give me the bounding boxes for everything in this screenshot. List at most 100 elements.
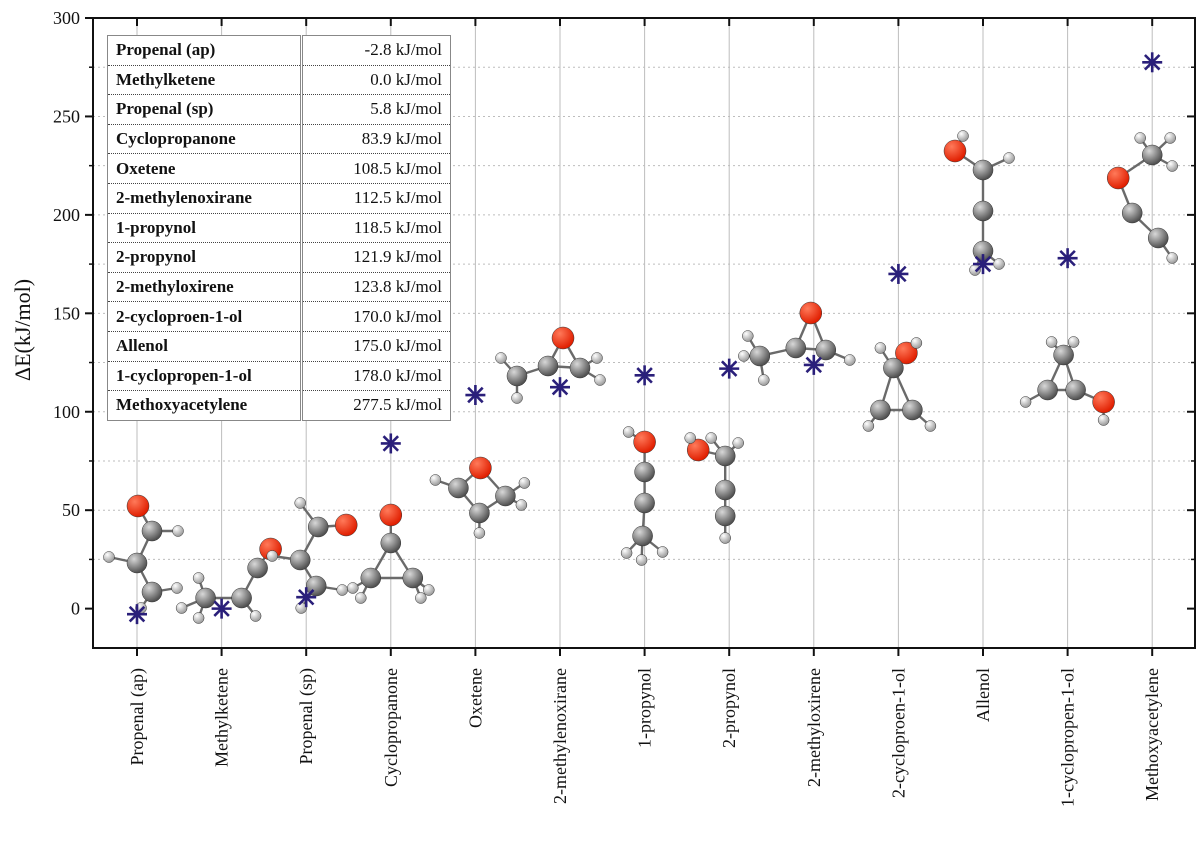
y-tick-label: 100	[53, 402, 80, 422]
molecule	[620, 426, 669, 566]
carbon-atom	[883, 357, 904, 379]
data-point	[211, 598, 232, 619]
x-category-label: Methoxyacetylene	[1142, 668, 1162, 801]
data-point	[296, 587, 317, 608]
molecule	[684, 432, 744, 544]
legend-row: 2-propynol 121.9 kJ/mol	[107, 242, 451, 273]
legend-energy-value: 123.8 kJ/mol	[301, 272, 451, 303]
hydrogen-atom	[1134, 132, 1146, 144]
carbon-atom	[972, 200, 994, 222]
oxygen-atom	[334, 513, 358, 537]
molecule-illustrations	[103, 130, 1178, 624]
legend-compound-name: 1-propynol	[107, 213, 303, 244]
marker-stroke	[297, 588, 315, 606]
legend-compound-name: Allenol	[107, 331, 303, 362]
carbon-atom	[972, 159, 994, 181]
x-category-label: 1-cyclopropen-1-ol	[1058, 668, 1078, 807]
y-tick-label: 50	[62, 500, 80, 520]
hydrogen-atom	[249, 610, 262, 622]
hydrogen-atom	[1019, 396, 1032, 408]
hydrogen-atom	[1166, 252, 1178, 264]
molecule	[429, 456, 531, 539]
hydrogen-atom	[635, 554, 648, 566]
hydrogen-atom	[844, 354, 856, 366]
energy-legend-table: Propenal (ap) -2.8 kJ/mol Methylketene 0.0 …	[107, 35, 451, 421]
marker-stroke	[551, 378, 569, 396]
carbon-atom	[307, 516, 329, 538]
hydrogen-atom	[591, 352, 603, 364]
legend-energy-value: 277.5 kJ/mol	[353, 395, 442, 415]
carbon-atom	[402, 567, 424, 589]
hydrogen-atom	[473, 527, 486, 539]
x-category-label: Propenal (ap)	[127, 668, 148, 765]
data-point	[634, 365, 655, 386]
hydrogen-atom	[1045, 336, 1058, 348]
hydrogen-atom	[957, 130, 969, 142]
hydrogen-atom	[732, 437, 744, 449]
legend-energy-value: -2.8 kJ/mol	[301, 35, 451, 66]
legend-row: 2-methyloxirene 123.8 kJ/mol	[107, 272, 451, 303]
legend-compound-name: Methylketene	[107, 65, 303, 96]
hydrogen-atom	[415, 592, 427, 604]
legend-compound-name: 2-methylenoxirane	[107, 183, 303, 214]
oxygen-atom	[686, 438, 710, 462]
carbon-atom	[1037, 379, 1058, 401]
carbon-atom	[537, 355, 559, 377]
carbon-atom	[448, 477, 469, 499]
hydrogen-atom	[423, 584, 435, 596]
x-category-label: 2-methylenoxirane	[550, 668, 570, 804]
carbon-atom	[195, 587, 216, 609]
hydrogen-atom	[910, 337, 923, 349]
molecule	[103, 494, 184, 614]
molecule	[862, 337, 937, 432]
x-category-label: Methylketene	[212, 668, 232, 767]
marker-stroke	[720, 360, 738, 377]
data-point	[888, 263, 909, 284]
x-category-label: Cyclopropanone	[381, 668, 401, 787]
hydrogen-atom	[656, 546, 669, 558]
molecule	[943, 130, 1015, 276]
oxygen-atom	[469, 456, 492, 480]
legend-row: Oxetene 108.5 kJ/mol	[107, 153, 451, 184]
legend-row: 2-methylenoxirane 112.5 kJ/mol	[107, 183, 451, 214]
hydrogen-atom	[758, 374, 770, 386]
hydrogen-atom	[103, 551, 115, 563]
y-tick-label: 150	[53, 303, 80, 323]
y-tick-label: 0	[71, 599, 80, 619]
legend-row: Allenol 175.0 kJ/mol	[107, 331, 451, 362]
legend-energy-value: 118.5 kJ/mol	[301, 213, 451, 244]
legend-energy-value: 112.5 kJ/mol	[301, 183, 451, 214]
legend-energy-value: 0.0 kJ/mol	[301, 65, 451, 96]
x-category-label: Oxetene	[465, 668, 485, 728]
carbon-atom	[714, 479, 736, 501]
oxygen-atom	[799, 301, 823, 325]
molecule	[1019, 336, 1115, 426]
carbon-atom	[1147, 227, 1169, 249]
molecule	[738, 301, 856, 386]
carbon-atom	[870, 399, 891, 421]
oxygen-atom	[551, 326, 575, 350]
marker-stroke	[382, 435, 400, 452]
hydrogen-atom	[336, 584, 348, 596]
carbon-atom	[289, 549, 311, 571]
legend-row: Cyclopropanone 83.9 kJ/mol	[107, 124, 451, 155]
carbon-atom	[380, 532, 402, 554]
hydrogen-atom	[172, 525, 184, 537]
carbon-atom	[141, 581, 163, 603]
oxygen-atom	[633, 430, 656, 454]
hydrogen-atom	[742, 330, 754, 342]
hydrogen-atom	[924, 420, 937, 432]
data-point	[1057, 248, 1078, 269]
x-category-label: Allenol	[973, 668, 993, 722]
x-category-label: Propenal (sp)	[296, 668, 317, 764]
y-tick-label: 300	[53, 8, 80, 28]
carbon-atom	[815, 339, 837, 361]
carbon-atom	[126, 552, 148, 574]
carbon-atom	[141, 520, 163, 542]
carbon-atom	[360, 567, 382, 589]
carbon-atom	[569, 357, 591, 379]
hydrogen-atom	[1097, 414, 1110, 426]
carbon-atom	[749, 345, 771, 367]
